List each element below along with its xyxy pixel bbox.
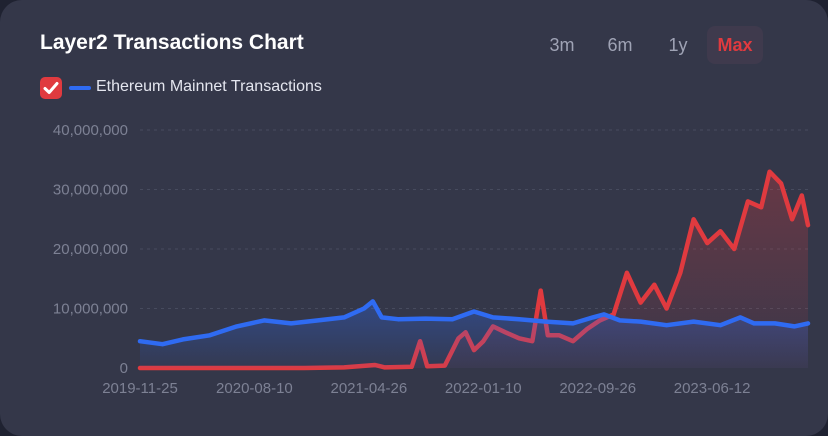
x-tick-label: 2021-04-26 bbox=[330, 380, 407, 397]
x-tick-label: 2023-06-12 bbox=[674, 380, 751, 397]
range-max-button[interactable]: Max bbox=[707, 26, 763, 64]
red-series-area bbox=[140, 171, 808, 368]
y-tick-label: 40,000,000 bbox=[53, 122, 128, 139]
y-tick-label: 30,000,000 bbox=[53, 182, 128, 199]
chart-title: Layer2 Transactions Chart bbox=[40, 31, 304, 54]
mainnet-transactions-series-line bbox=[137, 299, 811, 347]
y-tick-label: 10,000,000 bbox=[53, 301, 128, 318]
y-tick-label: 0 bbox=[120, 360, 128, 377]
x-tick-label: 2019-11-25 bbox=[102, 380, 178, 397]
y-tick-label: 20,000,000 bbox=[53, 241, 128, 258]
x-tick-label: 2022-09-26 bbox=[559, 380, 636, 397]
legend-checkbox[interactable] bbox=[40, 77, 62, 99]
legend-line-swatch bbox=[69, 86, 91, 90]
x-tick-label: 2022-01-10 bbox=[445, 380, 522, 397]
range-3m-button[interactable]: 3m bbox=[549, 35, 575, 55]
x-tick-label: 2020-08-10 bbox=[216, 380, 293, 397]
range-6m-button[interactable]: 6m bbox=[607, 35, 633, 55]
range-1y-button[interactable]: 1y bbox=[668, 35, 688, 55]
mainnet-transactions-series-area bbox=[140, 301, 808, 368]
check-icon bbox=[43, 82, 59, 94]
legend-label[interactable]: Ethereum Mainnet Transactions bbox=[96, 78, 322, 95]
